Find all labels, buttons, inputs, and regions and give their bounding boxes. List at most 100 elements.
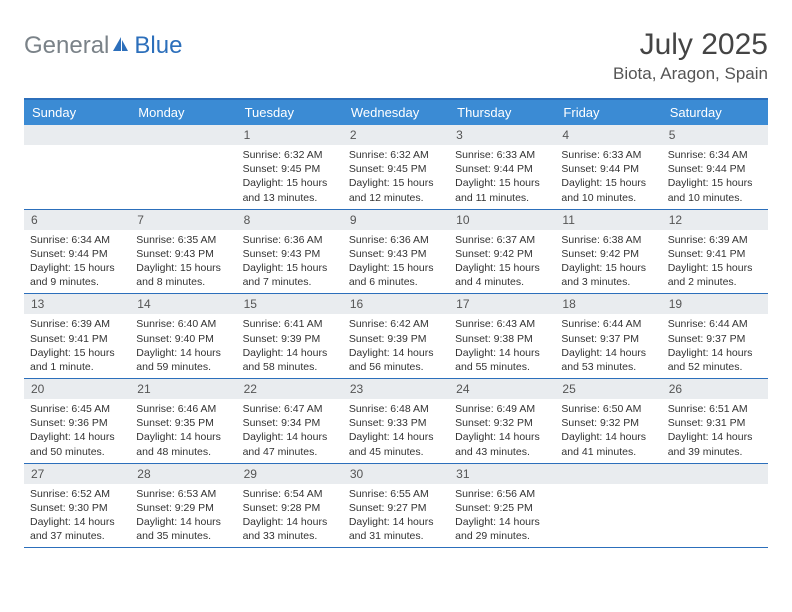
brand-gray: General xyxy=(24,34,109,58)
calendar-cell: 18Sunrise: 6:44 AMSunset: 9:37 PMDayligh… xyxy=(555,294,661,378)
cell-date-number: 12 xyxy=(662,210,768,230)
cell-body: Sunrise: 6:38 AMSunset: 9:42 PMDaylight:… xyxy=(555,230,661,294)
cell-sunrise: Sunrise: 6:49 AM xyxy=(455,402,549,416)
calendar-cell: 4Sunrise: 6:33 AMSunset: 9:44 PMDaylight… xyxy=(555,125,661,209)
cell-body: Sunrise: 6:52 AMSunset: 9:30 PMDaylight:… xyxy=(24,484,130,548)
calendar-cell xyxy=(555,464,661,548)
cell-body: Sunrise: 6:32 AMSunset: 9:45 PMDaylight:… xyxy=(343,145,449,209)
cell-sunrise: Sunrise: 6:34 AM xyxy=(30,233,124,247)
cell-daylight: Daylight: 14 hours and 56 minutes. xyxy=(349,346,443,374)
cell-daylight: Daylight: 15 hours and 2 minutes. xyxy=(668,261,762,289)
calendar-cell: 24Sunrise: 6:49 AMSunset: 9:32 PMDayligh… xyxy=(449,379,555,463)
calendar-cell: 30Sunrise: 6:55 AMSunset: 9:27 PMDayligh… xyxy=(343,464,449,548)
cell-date-number: 17 xyxy=(449,294,555,314)
cell-date-number: 29 xyxy=(237,464,343,484)
brand-blue: Blue xyxy=(134,34,182,58)
cell-date-number: 30 xyxy=(343,464,449,484)
weekday-sunday: Sunday xyxy=(24,100,130,125)
cell-sunset: Sunset: 9:41 PM xyxy=(668,247,762,261)
calendar-cell: 5Sunrise: 6:34 AMSunset: 9:44 PMDaylight… xyxy=(662,125,768,209)
calendar-cell: 29Sunrise: 6:54 AMSunset: 9:28 PMDayligh… xyxy=(237,464,343,548)
cell-daylight: Daylight: 15 hours and 8 minutes. xyxy=(136,261,230,289)
calendar-cell: 10Sunrise: 6:37 AMSunset: 9:42 PMDayligh… xyxy=(449,210,555,294)
cell-sunset: Sunset: 9:36 PM xyxy=(30,416,124,430)
cell-date-number: 27 xyxy=(24,464,130,484)
calendar-grid: Sunday Monday Tuesday Wednesday Thursday… xyxy=(24,98,768,548)
cell-sunset: Sunset: 9:35 PM xyxy=(136,416,230,430)
cell-body: Sunrise: 6:49 AMSunset: 9:32 PMDaylight:… xyxy=(449,399,555,463)
cell-body: Sunrise: 6:50 AMSunset: 9:32 PMDaylight:… xyxy=(555,399,661,463)
cell-sunset: Sunset: 9:31 PM xyxy=(668,416,762,430)
cell-body: Sunrise: 6:55 AMSunset: 9:27 PMDaylight:… xyxy=(343,484,449,548)
weekday-friday: Friday xyxy=(555,100,661,125)
weekday-wednesday: Wednesday xyxy=(343,100,449,125)
cell-sunset: Sunset: 9:33 PM xyxy=(349,416,443,430)
cell-sunset: Sunset: 9:30 PM xyxy=(30,501,124,515)
calendar-week: 1Sunrise: 6:32 AMSunset: 9:45 PMDaylight… xyxy=(24,125,768,210)
cell-sunrise: Sunrise: 6:56 AM xyxy=(455,487,549,501)
cell-daylight: Daylight: 15 hours and 4 minutes. xyxy=(455,261,549,289)
cell-date-number: 3 xyxy=(449,125,555,145)
cell-body: Sunrise: 6:53 AMSunset: 9:29 PMDaylight:… xyxy=(130,484,236,548)
calendar-cell: 23Sunrise: 6:48 AMSunset: 9:33 PMDayligh… xyxy=(343,379,449,463)
calendar-cell: 1Sunrise: 6:32 AMSunset: 9:45 PMDaylight… xyxy=(237,125,343,209)
cell-date-number: 2 xyxy=(343,125,449,145)
cell-sunrise: Sunrise: 6:48 AM xyxy=(349,402,443,416)
cell-daylight: Daylight: 14 hours and 59 minutes. xyxy=(136,346,230,374)
cell-date-number: 23 xyxy=(343,379,449,399)
cell-sunset: Sunset: 9:34 PM xyxy=(243,416,337,430)
cell-sunrise: Sunrise: 6:53 AM xyxy=(136,487,230,501)
cell-body: Sunrise: 6:44 AMSunset: 9:37 PMDaylight:… xyxy=(555,314,661,378)
cell-daylight: Daylight: 14 hours and 41 minutes. xyxy=(561,430,655,458)
cell-sunset: Sunset: 9:29 PM xyxy=(136,501,230,515)
cell-sunrise: Sunrise: 6:38 AM xyxy=(561,233,655,247)
cell-body: Sunrise: 6:40 AMSunset: 9:40 PMDaylight:… xyxy=(130,314,236,378)
cell-sunrise: Sunrise: 6:34 AM xyxy=(668,148,762,162)
calendar-cell: 8Sunrise: 6:36 AMSunset: 9:43 PMDaylight… xyxy=(237,210,343,294)
cell-body: Sunrise: 6:45 AMSunset: 9:36 PMDaylight:… xyxy=(24,399,130,463)
cell-body: Sunrise: 6:34 AMSunset: 9:44 PMDaylight:… xyxy=(24,230,130,294)
cell-body: Sunrise: 6:37 AMSunset: 9:42 PMDaylight:… xyxy=(449,230,555,294)
calendar-week: 6Sunrise: 6:34 AMSunset: 9:44 PMDaylight… xyxy=(24,210,768,295)
cell-date-number: 21 xyxy=(130,379,236,399)
cell-sunrise: Sunrise: 6:40 AM xyxy=(136,317,230,331)
calendar-cell: 16Sunrise: 6:42 AMSunset: 9:39 PMDayligh… xyxy=(343,294,449,378)
calendar-cell: 27Sunrise: 6:52 AMSunset: 9:30 PMDayligh… xyxy=(24,464,130,548)
cell-sunset: Sunset: 9:27 PM xyxy=(349,501,443,515)
cell-sunrise: Sunrise: 6:46 AM xyxy=(136,402,230,416)
weekday-tuesday: Tuesday xyxy=(237,100,343,125)
cell-body: Sunrise: 6:51 AMSunset: 9:31 PMDaylight:… xyxy=(662,399,768,463)
calendar-week: 13Sunrise: 6:39 AMSunset: 9:41 PMDayligh… xyxy=(24,294,768,379)
cell-date-number: 16 xyxy=(343,294,449,314)
cell-daylight: Daylight: 14 hours and 39 minutes. xyxy=(668,430,762,458)
cell-date-number: 13 xyxy=(24,294,130,314)
cell-daylight: Daylight: 15 hours and 12 minutes. xyxy=(349,176,443,204)
cell-sunrise: Sunrise: 6:32 AM xyxy=(243,148,337,162)
month-title: July 2025 xyxy=(613,28,768,62)
cell-sunrise: Sunrise: 6:35 AM xyxy=(136,233,230,247)
cell-sunset: Sunset: 9:43 PM xyxy=(136,247,230,261)
cell-sunrise: Sunrise: 6:44 AM xyxy=(668,317,762,331)
cell-sunset: Sunset: 9:37 PM xyxy=(668,332,762,346)
cell-date-number: 22 xyxy=(237,379,343,399)
cell-sunrise: Sunrise: 6:33 AM xyxy=(561,148,655,162)
cell-date-number: 9 xyxy=(343,210,449,230)
cell-date-number: 11 xyxy=(555,210,661,230)
cell-sunrise: Sunrise: 6:52 AM xyxy=(30,487,124,501)
calendar-cell xyxy=(24,125,130,209)
cell-sunrise: Sunrise: 6:43 AM xyxy=(455,317,549,331)
cell-date-number xyxy=(130,125,236,145)
cell-sunset: Sunset: 9:43 PM xyxy=(243,247,337,261)
cell-daylight: Daylight: 15 hours and 11 minutes. xyxy=(455,176,549,204)
cell-sunrise: Sunrise: 6:47 AM xyxy=(243,402,337,416)
cell-sunset: Sunset: 9:43 PM xyxy=(349,247,443,261)
cell-body: Sunrise: 6:32 AMSunset: 9:45 PMDaylight:… xyxy=(237,145,343,209)
calendar-cell: 26Sunrise: 6:51 AMSunset: 9:31 PMDayligh… xyxy=(662,379,768,463)
cell-daylight: Daylight: 14 hours and 31 minutes. xyxy=(349,515,443,543)
brand-logo: General Blue xyxy=(24,28,182,58)
cell-body: Sunrise: 6:35 AMSunset: 9:43 PMDaylight:… xyxy=(130,230,236,294)
cell-date-number: 1 xyxy=(237,125,343,145)
cell-sunrise: Sunrise: 6:42 AM xyxy=(349,317,443,331)
calendar-cell: 21Sunrise: 6:46 AMSunset: 9:35 PMDayligh… xyxy=(130,379,236,463)
cell-daylight: Daylight: 14 hours and 33 minutes. xyxy=(243,515,337,543)
